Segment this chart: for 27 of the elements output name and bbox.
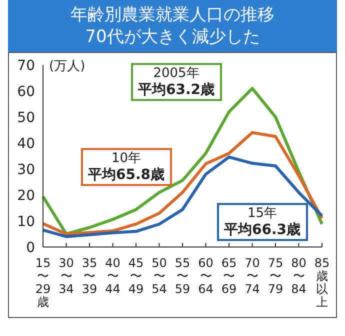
x-tick-label: 30〜34 bbox=[58, 256, 74, 296]
y-tick-label: 30 bbox=[17, 162, 35, 178]
x-tick-label: 70〜74 bbox=[244, 256, 260, 296]
y-tick-label: 40 bbox=[17, 136, 35, 152]
x-tick-label: 35〜39 bbox=[82, 256, 98, 296]
chart-title: 年齢別農業就業人口の推移 70代が大きく減少した bbox=[8, 0, 337, 52]
x-tick-label: 50〜54 bbox=[152, 256, 167, 296]
x-tick-label: 80〜84 bbox=[291, 256, 306, 296]
y-tick-label: 10 bbox=[17, 214, 35, 230]
series-label: 15年平均66.3歳 bbox=[224, 206, 301, 238]
line-series bbox=[42, 131, 324, 236]
x-tick-label: 40〜44 bbox=[105, 256, 120, 296]
series-label: 10年平均65.8歳 bbox=[88, 151, 165, 183]
x-tick-label: 60〜64 bbox=[198, 256, 214, 296]
x-tick-label: 55〜59 bbox=[174, 256, 190, 296]
x-tick-label: 65〜69 bbox=[221, 256, 237, 296]
y-tick-label: 0 bbox=[26, 240, 35, 256]
x-tick-label: 85歳以上 bbox=[314, 256, 330, 309]
x-tick-label: 75〜79 bbox=[268, 256, 284, 296]
series-label: 2005年平均63.2歳 bbox=[138, 66, 215, 98]
x-tick-label: 15〜29歳 bbox=[35, 256, 51, 309]
y-tick-label: 20 bbox=[17, 188, 35, 204]
y-tick-label: 50 bbox=[17, 110, 35, 126]
y-tick-label: 70 bbox=[17, 58, 35, 74]
y-tick-label: 60 bbox=[17, 84, 35, 100]
y-axis-title: (万人) bbox=[49, 58, 86, 75]
x-tick-label: 45〜49 bbox=[128, 256, 144, 296]
